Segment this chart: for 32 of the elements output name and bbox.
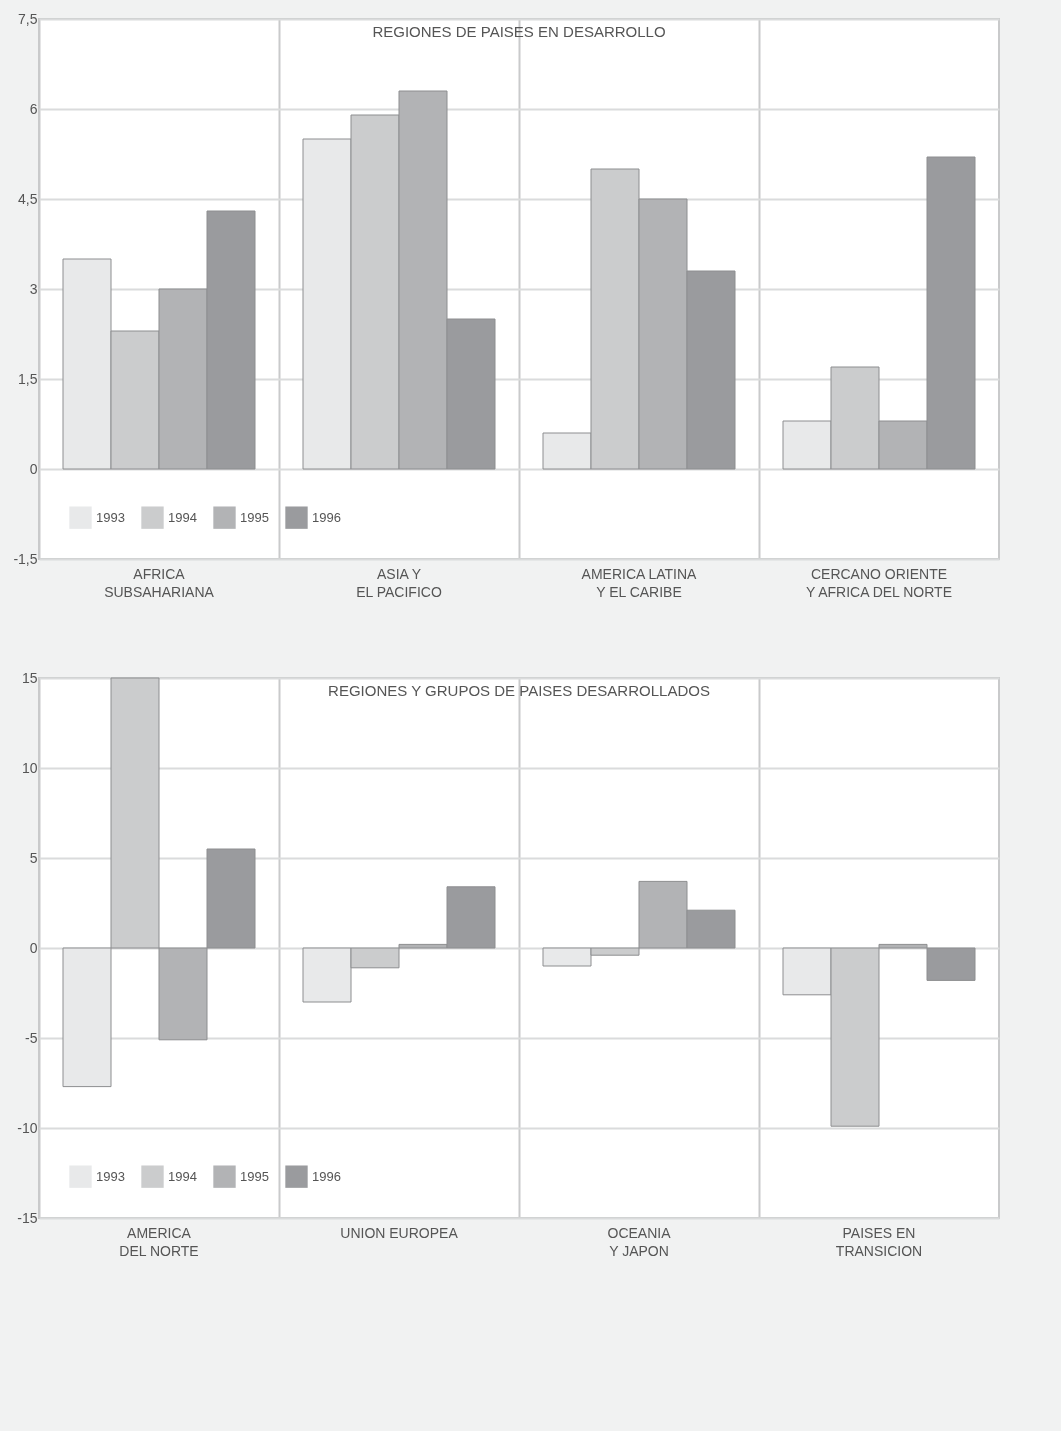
x-tick-label: AFRICA SUBSAHARIANA (104, 565, 215, 600)
chart-title: REGIONES Y GRUPOS DE PAISES DESARROLLADOS (328, 682, 710, 699)
legend-label: 1993 (96, 1168, 125, 1184)
x-tick-label: CERCANO ORIENTE Y AFRICA DEL NORTE (805, 565, 953, 600)
legend-label: 1994 (168, 509, 197, 525)
y-tick-label: 6 (29, 100, 38, 117)
y-tick-label: 4,5 (18, 190, 38, 207)
y-tick-label: 0 (29, 460, 38, 477)
y-tick-label: 1,5 (18, 370, 38, 387)
chart-title: REGIONES DE PAISES EN DESARROLLO (372, 23, 666, 40)
x-tick-label: PAISES EN TRANSICION (835, 1224, 923, 1259)
x-tick-label: ASIA Y EL PACIFICO (356, 565, 442, 600)
x-tick-label: UNION EUROPEA (340, 1224, 459, 1241)
y-tick-label: 10 (21, 759, 38, 776)
legend-label: 1995 (240, 509, 269, 525)
x-tick-label: AMERICA DEL NORTE (119, 1224, 199, 1259)
x-tick-label: OCEANIA Y JAPON (607, 1224, 672, 1259)
y-tick-label: 15 (21, 669, 38, 686)
legend-label: 1993 (96, 509, 125, 525)
x-tick-label: AMERICA LATINA Y EL CARIBE (581, 565, 698, 600)
y-tick-label: 5 (29, 849, 38, 866)
y-tick-label: 7,5 (18, 10, 38, 27)
legend-label: 1996 (312, 1168, 341, 1184)
y-tick-label: -10 (17, 1119, 38, 1136)
legend-label: 1996 (312, 509, 341, 525)
y-tick-label: 0 (29, 939, 38, 956)
legend-label: 1995 (240, 1168, 269, 1184)
y-tick-label: -1,5 (13, 550, 38, 567)
y-tick-label: -15 (17, 1209, 38, 1226)
legend-label: 1994 (168, 1168, 197, 1184)
y-tick-label: 3 (29, 280, 38, 297)
y-tick-label: -5 (25, 1029, 38, 1046)
